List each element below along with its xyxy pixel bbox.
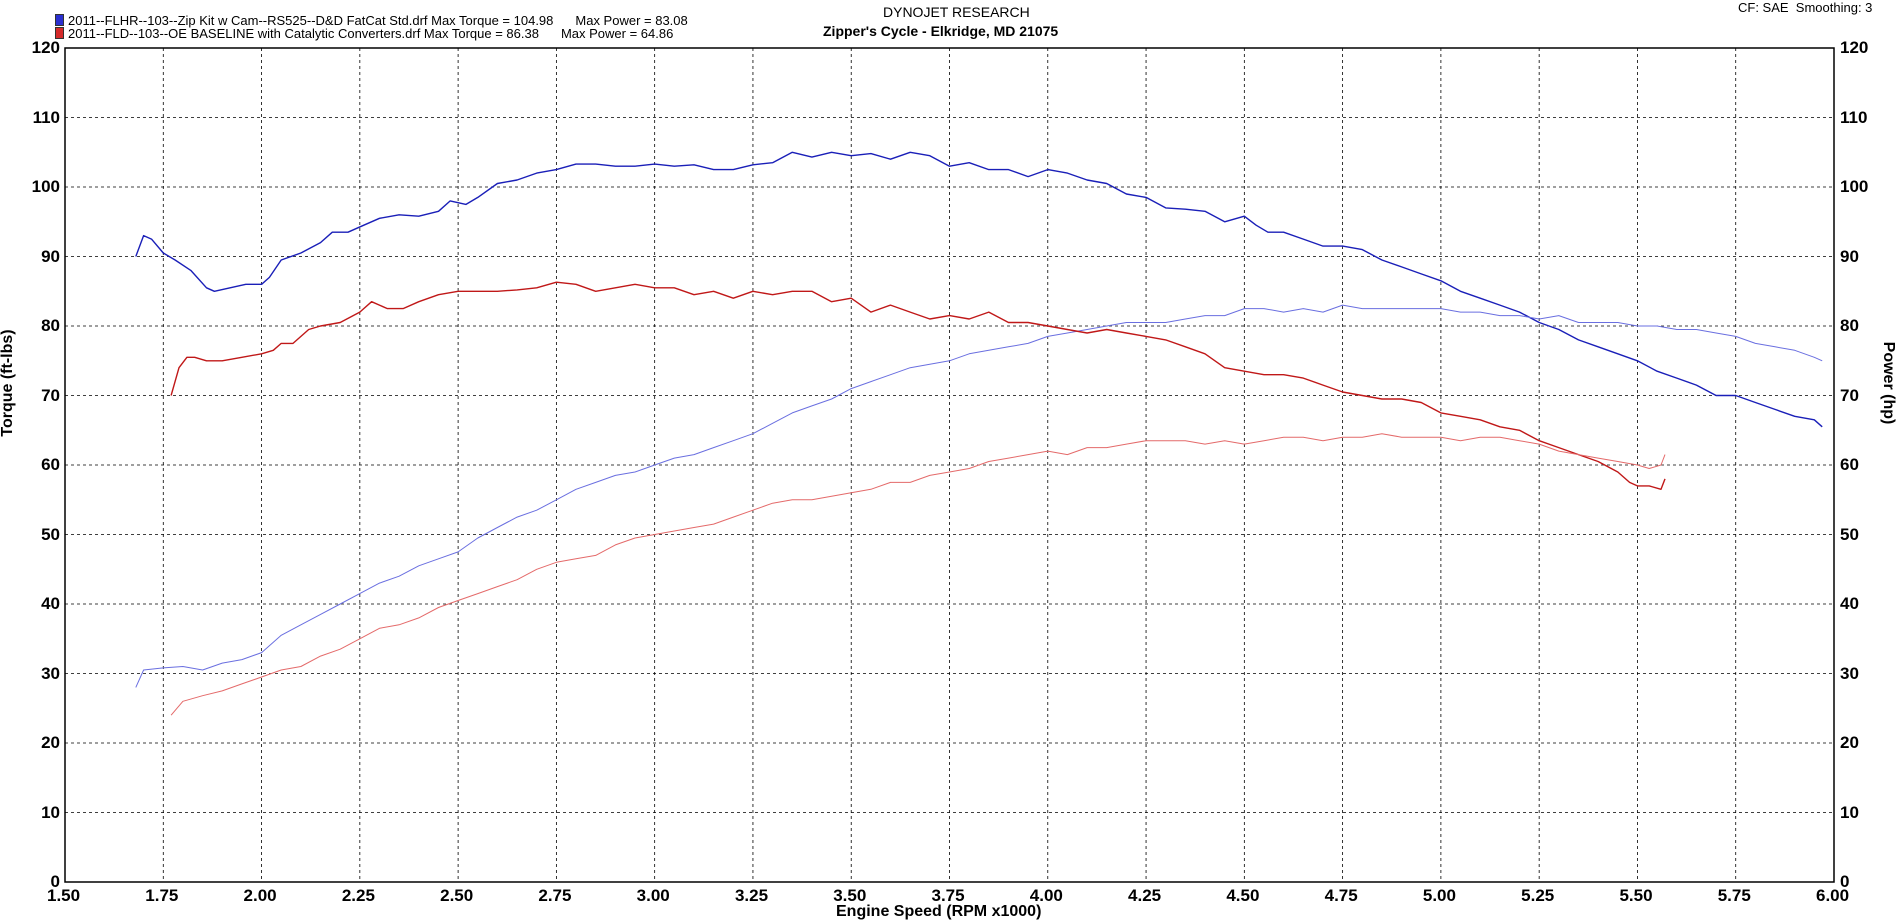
y-tick-label-left: 70 [41, 385, 60, 405]
y-tick-label-right: 30 [1840, 663, 1859, 683]
x-tick-label: 2.25 [341, 886, 375, 905]
grid-lines [65, 48, 1834, 882]
legend-file-run2: 2011--FLD--103--OE BASELINE with Catalyt… [68, 26, 539, 41]
x-tick-label: 5.75 [1717, 886, 1751, 905]
y-tick-label-right: 110 [1840, 107, 1868, 127]
plot-frame [64, 47, 1835, 883]
y-tick-label-right: 0 [1840, 872, 1850, 891]
x-tick-label: 4.25 [1128, 886, 1162, 905]
y-tick-label-right: 90 [1840, 246, 1859, 266]
series-line-run2-power [170, 433, 1666, 716]
y-tick-label-right: 60 [1840, 455, 1859, 474]
series-line-run1-torque [135, 151, 1823, 428]
x-tick-label: 3.50 [833, 886, 867, 905]
company-title: DYNOJET RESEARCH [883, 4, 1030, 20]
x-tick-label: 5.00 [1422, 886, 1456, 905]
y-tick-label-left: 90 [41, 246, 60, 266]
x-axis-label: Engine Speed (RPM x1000) [836, 903, 1042, 920]
y-tick-label-left: 110 [32, 107, 60, 127]
y-tick-label-left: 60 [41, 455, 60, 474]
y-tick-label-left: 50 [41, 524, 60, 544]
y-tick-label-left: 10 [41, 802, 60, 822]
y-tick-label-left: 30 [41, 663, 60, 683]
y-tick-label-right: 10 [1840, 802, 1859, 822]
legend-power-run2: Max Power = 64.86 [560, 26, 674, 41]
y-tick-label-left: 0 [50, 872, 60, 891]
y-tick-label-right: 80 [1840, 316, 1859, 335]
x-tick-label: 3.00 [636, 886, 670, 905]
x-tick-label: 1.50 [47, 886, 81, 905]
y-tick-label-left: 40 [41, 594, 60, 613]
y-axis-label-right: Power (hp) [1880, 341, 1897, 425]
legend-swatch-run2 [55, 27, 64, 39]
x-tick-label: 4.00 [1029, 886, 1063, 905]
legend-file-run1: 2011--FLHR--103--Zip Kit w Cam--RS525--D… [68, 13, 554, 28]
y-tick-label-right: 70 [1840, 385, 1859, 405]
x-tick-label: 2.75 [538, 886, 572, 905]
legend-swatch-run1 [55, 14, 64, 26]
legend-entry-run1: 2011--FLHR--103--Zip Kit w Cam--RS525--D… [55, 14, 688, 28]
x-tick-label: 3.25 [734, 886, 769, 905]
y-tick-label-right: 120 [1840, 38, 1869, 57]
y-tick-label-left: 20 [41, 733, 60, 752]
settings-readout: CF: SAE Smoothing: 3 [1738, 0, 1873, 15]
x-tick-label: 4.75 [1324, 886, 1358, 905]
x-tick-label: 5.50 [1619, 886, 1653, 905]
series-line-run1-power [135, 304, 1823, 688]
x-tick-label: 2.00 [243, 886, 277, 905]
x-tick-label: 2.50 [440, 886, 474, 905]
y-tick-label-right: 100 [1840, 177, 1869, 196]
y-tick-label-left: 120 [31, 38, 60, 57]
x-tick-label: 6.00 [1816, 886, 1850, 905]
y-tick-label-right: 50 [1840, 524, 1859, 544]
legend-power-run1: Max Power = 83.08 [575, 13, 688, 28]
y-tick-label-right: 20 [1840, 733, 1859, 752]
x-tick-label: 5.25 [1521, 886, 1555, 905]
x-tick-label: 1.75 [145, 886, 179, 905]
x-tick-label: 3.75 [931, 886, 965, 905]
x-tick-label: 4.50 [1226, 886, 1260, 905]
series-group [135, 151, 1823, 716]
shop-title: Zipper's Cycle - Elkridge, MD 21075 [823, 23, 1059, 39]
y-tick-label-right: 40 [1840, 594, 1859, 613]
y-axis-label-left: Torque (ft-lbs) [0, 329, 16, 437]
y-tick-label-left: 100 [31, 177, 60, 196]
legend-entry-run2: 2011--FLD--103--OE BASELINE with Catalyt… [55, 27, 673, 41]
y-tick-label-left: 80 [41, 316, 60, 335]
series-line-run2-torque [170, 281, 1666, 490]
